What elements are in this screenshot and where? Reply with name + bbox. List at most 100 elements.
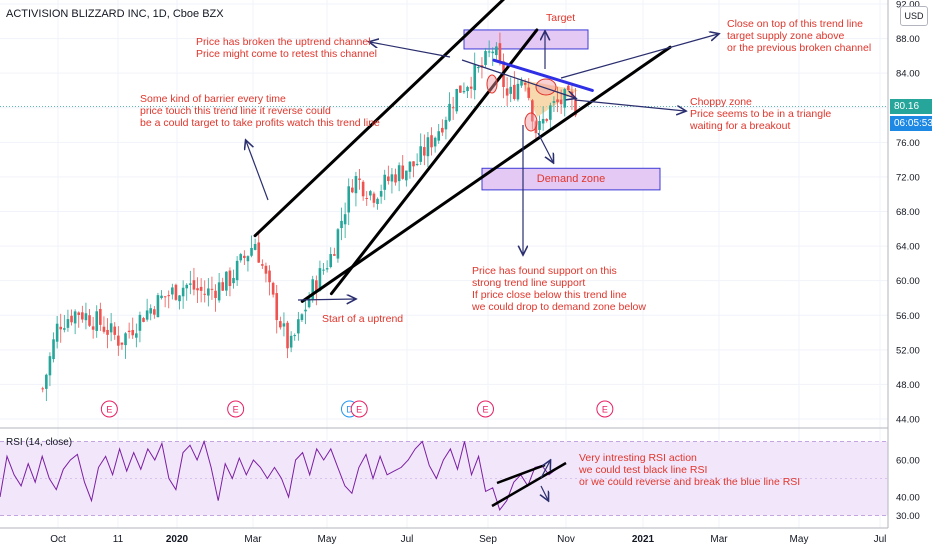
candle-body	[405, 170, 408, 181]
arrow-rsi-down	[541, 485, 548, 500]
candle-body	[541, 118, 545, 124]
candle-body	[466, 87, 469, 92]
candle-body	[286, 322, 289, 349]
candle-body	[289, 335, 293, 348]
rsi-tick-label: 60.00	[896, 456, 920, 467]
trendlines	[253, 0, 672, 508]
triangle-support-line	[300, 45, 672, 303]
rsi-title: RSI (14, close)	[6, 437, 73, 448]
arrow-barrier	[246, 141, 269, 201]
rsi-pane	[0, 427, 888, 516]
candle-body	[271, 282, 275, 295]
candle-body	[527, 87, 531, 98]
arrow-rsi-up	[540, 461, 550, 479]
candle-body	[491, 51, 495, 54]
candle-body	[361, 181, 365, 197]
rsi-lower-trendline	[491, 461, 567, 508]
candle-body	[253, 244, 257, 250]
candle-body	[84, 313, 88, 321]
candle-body	[505, 88, 509, 96]
candle-body	[516, 83, 520, 100]
candle-body	[142, 318, 145, 322]
candle-body	[358, 178, 361, 181]
candle-body	[95, 311, 99, 331]
candle-body	[315, 280, 318, 292]
arrow-to-triangle	[461, 59, 575, 98]
candle-body	[214, 290, 217, 298]
candle-body	[322, 269, 325, 271]
arrow-down-demand	[537, 132, 553, 162]
highlight-ellipse	[535, 78, 557, 96]
candle-body	[487, 51, 491, 53]
x-tick-label: Oct	[50, 534, 66, 545]
candle-body	[203, 293, 207, 295]
event-marker-label: D	[346, 405, 353, 415]
y-tick-label: 56.00	[896, 311, 920, 322]
y-tick-label: 92.00	[896, 0, 920, 11]
annotation-choppy: Choppy zone Price seems to be in a trian…	[690, 96, 832, 132]
candle-body	[153, 309, 156, 315]
currency-button[interactable]: USD	[900, 6, 928, 26]
candle-body	[73, 311, 77, 324]
candle-body	[52, 339, 55, 360]
x-tick-label: Mar	[244, 534, 262, 545]
y-tick-label: 76.00	[896, 138, 920, 149]
candle-body	[477, 66, 480, 69]
candles	[41, 32, 577, 402]
event-marker-label: E	[233, 405, 239, 415]
candle-body	[390, 174, 394, 182]
annotation-close-above: Close on top of this trend line target s…	[727, 18, 872, 54]
candle-body	[225, 271, 228, 291]
y-tick-label: 84.00	[896, 69, 920, 80]
candle-body	[268, 270, 271, 283]
arrow-choppy	[574, 99, 685, 111]
candle-body	[523, 83, 527, 85]
candle-body	[394, 174, 397, 183]
candle-body	[329, 254, 333, 268]
symbol-title: ACTIVISION BLIZZARD INC, 1D, Cboe BZX	[6, 8, 224, 20]
y-tick-label: 60.00	[896, 276, 920, 287]
triangle-resistance-line	[492, 58, 594, 92]
candle-body	[113, 326, 117, 335]
candle-body	[196, 288, 199, 291]
candle-body	[325, 268, 329, 270]
annotation-start-uptrend: Start of a uptrend	[322, 313, 404, 325]
candle-body	[369, 191, 372, 196]
target-zone	[463, 29, 589, 50]
candle-body	[275, 293, 279, 321]
event-marker	[227, 400, 245, 418]
rsi-tick-label: 40.00	[896, 493, 920, 504]
candle-body	[437, 131, 441, 141]
candle-body	[70, 315, 73, 323]
x-tick-label: Mar	[710, 534, 728, 545]
candle-body	[563, 89, 567, 108]
candle-body	[217, 282, 221, 301]
y-tick-label: 72.00	[896, 172, 920, 183]
candle-body	[66, 319, 70, 328]
candle-body	[559, 99, 563, 105]
annotation-rsi: Very intresting RSI action we could test…	[579, 452, 801, 488]
candle-body	[415, 163, 419, 165]
candle-body	[293, 335, 297, 337]
y-tick-label: 68.00	[896, 207, 920, 218]
candle-body	[441, 127, 444, 133]
candle-body	[513, 84, 516, 100]
candle-body	[239, 254, 243, 261]
candle-body	[376, 198, 379, 205]
candle-body	[185, 284, 189, 289]
candle-body	[433, 137, 437, 147]
candle-body	[135, 333, 138, 338]
annotation-broken-channel: Price has broken the uptrend channel Pri…	[196, 36, 377, 60]
candle-body	[347, 186, 351, 213]
candle-body	[174, 284, 178, 300]
candle-body	[261, 264, 264, 266]
rsi-upper-trendline	[496, 463, 546, 485]
last-price-label: 80.16	[890, 99, 932, 114]
candle-body	[178, 295, 181, 302]
candle-body	[574, 99, 577, 116]
candle-body	[279, 321, 282, 328]
event-marker	[596, 400, 614, 418]
candle-body	[145, 310, 149, 320]
event-marker-label: E	[482, 405, 488, 415]
